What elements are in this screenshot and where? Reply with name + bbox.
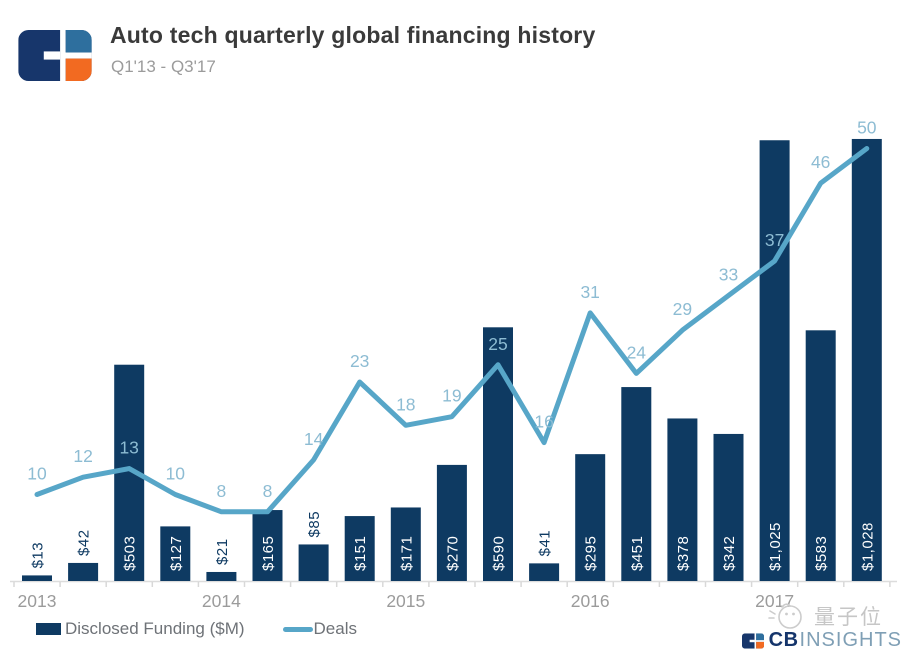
funding-bar [344, 516, 375, 581]
funding-bar [575, 454, 606, 581]
deals-line [34, 146, 870, 515]
deal-count-label: 37 [765, 230, 784, 250]
legend-label-deals: Deals [313, 619, 357, 638]
funding-bar [390, 507, 421, 581]
page-title: Auto tech quarterly global financing his… [110, 22, 596, 48]
funding-bar [68, 562, 99, 581]
funding-value-label: $85 [306, 511, 323, 538]
funding-bar [805, 330, 836, 581]
legend-label-funding: Disclosed Funding ($M) [65, 619, 245, 638]
year-label: 2013 [18, 591, 57, 611]
funding-bar [298, 544, 329, 581]
funding-bar [252, 510, 283, 581]
deal-count-label: 18 [396, 394, 415, 414]
funding-value-label: $583 [813, 536, 830, 571]
deal-count-label: 29 [673, 299, 692, 319]
deal-count-label: 50 [857, 118, 877, 138]
funding-bar [529, 563, 560, 581]
brand-insights-text: INSIGHTS [799, 629, 902, 651]
funding-value-label: $151 [352, 536, 369, 571]
deal-count-label: 16 [534, 412, 553, 432]
deal-count-label: 8 [217, 481, 227, 501]
legend: Disclosed Funding ($M) Deals [36, 616, 357, 642]
year-label: 2016 [571, 591, 610, 611]
cbinsights-brand: CBINSIGHTS [741, 629, 902, 652]
watermark: 量子位 [766, 601, 883, 631]
deal-count-label: 31 [580, 282, 599, 302]
deal-count-label: 13 [119, 438, 138, 458]
funding-value-label: $503 [122, 536, 139, 571]
funding-bar [22, 575, 52, 581]
funding-value-label: $342 [721, 536, 738, 571]
deal-count-label: 33 [719, 265, 738, 285]
funding-bar [713, 433, 744, 581]
year-label: 2017 [755, 591, 794, 611]
deal-count-label: 14 [304, 429, 324, 449]
funding-value-label: $1,028 [859, 522, 876, 571]
deals-swatch [282, 626, 313, 632]
deal-count-label: 10 [27, 464, 47, 484]
cbinsights-logo-icon [18, 30, 92, 81]
deal-count-label: 8 [263, 481, 273, 501]
funding-value-label: $21 [214, 538, 231, 565]
deal-count-label: 25 [488, 334, 507, 354]
qbitai-mascot-icon [768, 603, 802, 629]
funding-value-label: $590 [491, 536, 508, 571]
legend-item-funding: Disclosed Funding ($M) [36, 619, 245, 639]
funding-bar [621, 387, 652, 581]
funding-value-label: $1,025 [767, 522, 784, 571]
funding-bar [436, 464, 467, 581]
funding-value-label: $165 [260, 536, 277, 571]
page-subtitle: Q1'13 - Q3'17 [111, 57, 216, 76]
brand-cb-text: CB [768, 629, 799, 651]
legend-item-deals: Deals [282, 619, 357, 639]
funding-bar [206, 571, 237, 581]
funding-value-label: $378 [675, 536, 692, 571]
cbinsights-brand-icon [741, 632, 764, 649]
deal-count-label: 10 [166, 464, 186, 484]
funding-bar [160, 526, 191, 581]
deal-count-label: 23 [350, 351, 369, 371]
funding-value-label: $13 [30, 542, 47, 569]
deal-count-label: 24 [627, 342, 647, 362]
funding-bar [759, 140, 790, 581]
funding-value-label: $451 [629, 536, 646, 571]
header: Auto tech quarterly global financing his… [0, 0, 909, 100]
funding-bar [851, 138, 882, 581]
funding-value-label: $270 [444, 536, 461, 571]
deal-count-label: 19 [442, 386, 461, 406]
funding-value-label: $295 [583, 536, 600, 571]
funding-value-label: $127 [168, 536, 185, 571]
year-label: 2014 [202, 591, 241, 611]
funding-value-label: $171 [398, 536, 415, 571]
year-label: 2015 [386, 591, 425, 611]
funding-value-label: $42 [76, 529, 93, 556]
deal-count-label: 46 [811, 152, 830, 172]
deal-count-label: 12 [73, 446, 92, 466]
funding-value-label: $41 [537, 530, 554, 557]
watermark-text: 量子位 [814, 606, 883, 629]
funding-bar [667, 418, 698, 581]
funding-swatch [36, 623, 61, 635]
